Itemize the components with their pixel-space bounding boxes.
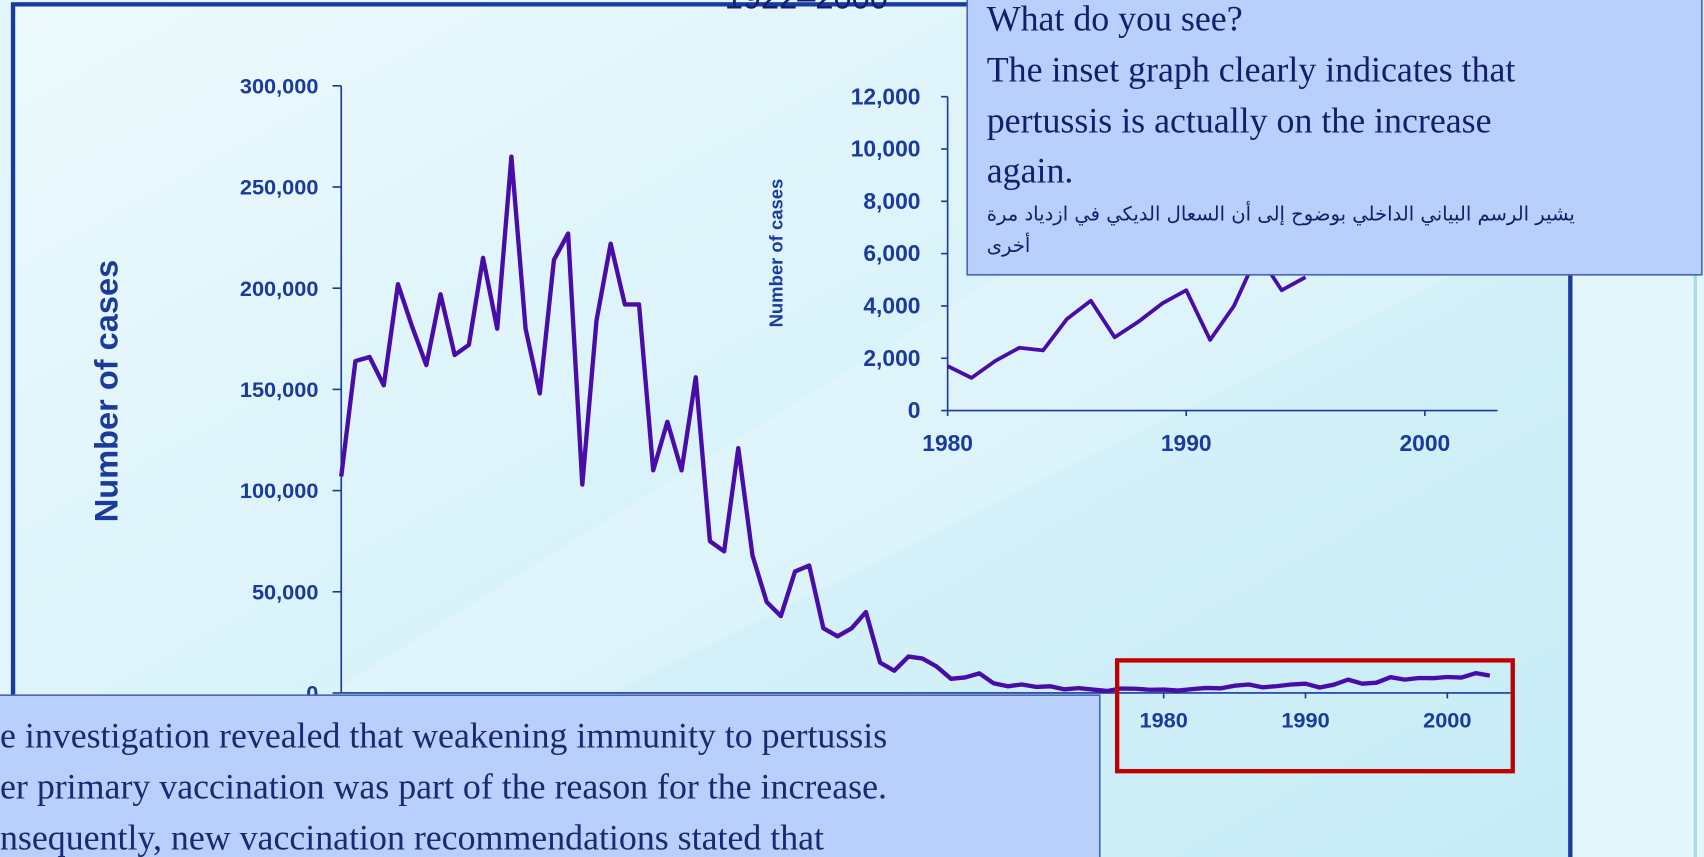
title-fragment: 1922–2000: [725, 0, 888, 16]
y-tick-label: 300,000: [240, 73, 319, 98]
y-tick-label: 200,000: [240, 276, 319, 301]
callout-top-line: يشير الرسم البياني الداخلي بوضوح إلى أن …: [987, 201, 1575, 227]
y-tick-label: 250,000: [240, 175, 319, 200]
y-tick-label: 4,000: [863, 293, 920, 319]
y-tick-label: 2,000: [863, 345, 920, 371]
y-tick-label: 150,000: [240, 377, 319, 402]
data-line: [946, 251, 1307, 380]
callout-top-box: [966, 0, 1703, 276]
y-tick-label: 10,000: [851, 136, 921, 162]
x-tick-label: 2000: [1423, 708, 1471, 733]
chart: 0 50,000 100,000 150,000 200,000 250,000 300,0…: [87, 73, 1511, 733]
x-tick-label: 2000: [1399, 430, 1450, 456]
chart: 0 2,000 4,000 6,000 8,000 10,000 12,000 1980 199…: [765, 83, 1498, 456]
y-tick-label: 100,000: [240, 478, 319, 503]
y-tick-label: 12,000: [851, 83, 921, 109]
y-axis-label: Number of cases: [87, 260, 124, 522]
highlight-box: [1114, 658, 1515, 774]
y-tick-label: 8,000: [863, 188, 920, 214]
callout-top-line: pertussis is actually on the increase: [987, 101, 1492, 141]
y-tick-label: 6,000: [863, 240, 920, 266]
y-tick-label: 0: [908, 397, 921, 423]
callout-top-line: The inset graph clearly indicates that: [987, 49, 1516, 89]
callout-top-line: What do you see?: [987, 0, 1243, 38]
x-tick-label: 1990: [1281, 708, 1329, 733]
callout-bottom-box: [0, 694, 1101, 857]
x-tick-label: 1980: [922, 430, 973, 456]
x-tick-label: 1990: [1161, 430, 1212, 456]
charts: 0 50,000 100,000 150,000 200,000 250,000 300,0…: [87, 73, 1511, 733]
callout-top-line: again.: [987, 150, 1074, 190]
callout-bottom-line: e investigation revealed that weakening …: [0, 715, 887, 755]
callout-bottom-line: er primary vaccination was part of the r…: [0, 766, 887, 806]
callout-bottom-line: nsequently, new vaccination recommendati…: [0, 817, 824, 857]
x-tick-label: 1980: [1140, 708, 1188, 733]
y-tick-label: 50,000: [252, 579, 318, 604]
data-line: [339, 154, 1491, 694]
callout-top-line: أخرى: [987, 232, 1031, 257]
y-axis-label: Number of cases: [765, 179, 786, 328]
